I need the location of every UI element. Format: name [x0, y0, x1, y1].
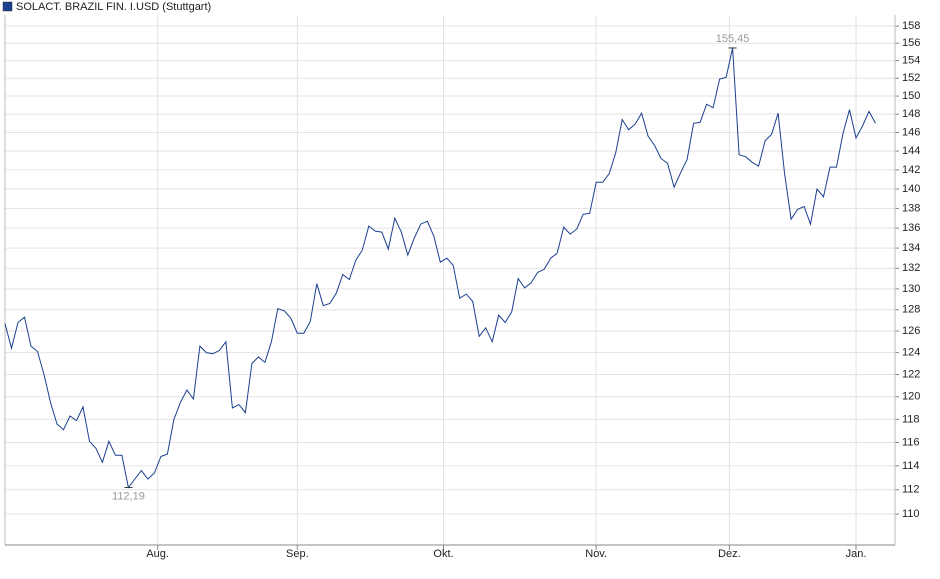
y-tick-label: 146 [902, 126, 920, 138]
y-tick-label: 136 [902, 222, 920, 234]
extreme-label: 112,19 [112, 490, 145, 502]
legend-label: SOLACT. BRAZIL FIN. I.USD (Stuttgart) [16, 1, 211, 13]
y-tick-label: 148 [902, 108, 920, 120]
y-tick-label: 120 [902, 391, 920, 403]
x-tick-label: Sep. [286, 548, 309, 560]
x-tick-label: Jan. [846, 548, 867, 560]
extreme-label: 155,45 [716, 33, 750, 45]
y-tick-label: 142 [902, 164, 920, 176]
y-tick-label: 126 [902, 325, 920, 337]
y-tick-label: 154 [902, 55, 920, 67]
y-tick-label: 134 [902, 242, 920, 254]
y-tick-label: 150 [902, 90, 920, 102]
x-tick-label: Aug. [146, 548, 169, 560]
y-tick-label: 112 [902, 484, 920, 496]
y-tick-label: 158 [902, 20, 920, 32]
price-line [4, 47, 876, 489]
y-tick-label: 156 [902, 37, 920, 49]
legend-swatch [2, 1, 13, 12]
y-tick-label: 144 [902, 145, 920, 157]
y-tick-label: 122 [902, 368, 920, 380]
y-tick-label: 140 [902, 183, 920, 195]
x-tick-label: Dez. [718, 548, 741, 560]
x-tick-label: Nov. [585, 548, 607, 560]
y-tick-label: 118 [902, 413, 920, 425]
y-tick-label: 128 [902, 304, 920, 316]
y-tick-label: 116 [902, 436, 920, 448]
y-tick-label: 130 [902, 283, 920, 295]
y-tick-label: 152 [902, 72, 920, 84]
y-tick-label: 138 [902, 202, 920, 214]
y-tick-label: 110 [902, 508, 920, 520]
x-tick-label: Okt. [433, 548, 453, 560]
y-tick-label: 124 [902, 346, 920, 358]
y-tick-label: 114 [902, 460, 920, 472]
y-tick-label: 132 [902, 262, 920, 274]
